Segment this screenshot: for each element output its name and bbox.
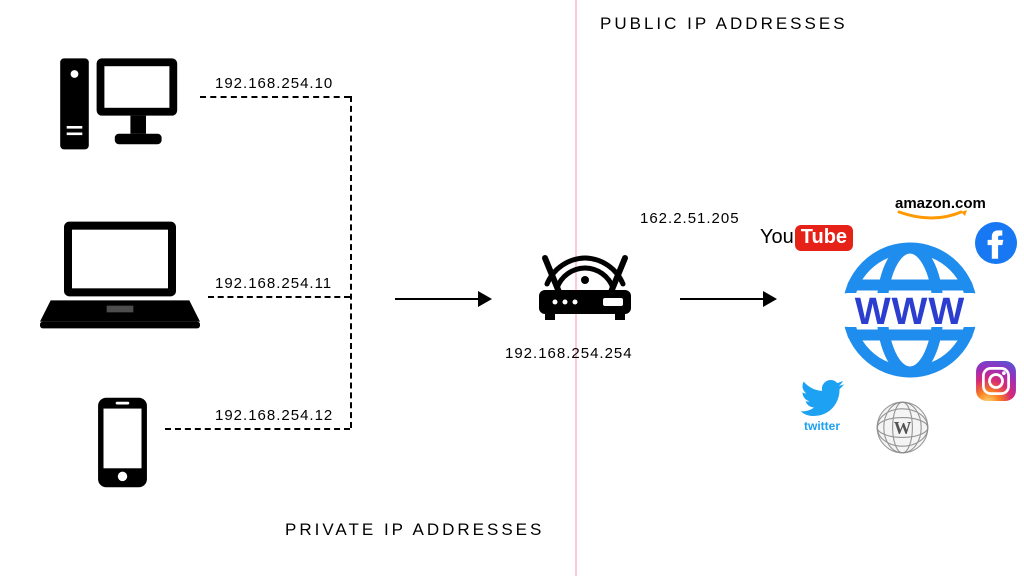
arrow-to-router [395, 298, 490, 300]
twitter-icon: twitter [800, 380, 844, 433]
laptop-icon [40, 215, 200, 335]
desktop-ip-label: 192.168.254.10 [215, 75, 333, 92]
router-wan-ip-label: 162.2.51.205 [640, 210, 740, 227]
amazon-icon: amazon.com [895, 195, 986, 222]
public-section-label: PUBLIC IP ADDRESSES [600, 14, 848, 34]
dash-desktop [200, 96, 350, 98]
www-text: WWW [855, 291, 966, 333]
router-lan-ip-label: 192.168.254.254 [505, 345, 633, 362]
phone-ip-label: 192.168.254.12 [215, 407, 333, 424]
desktop-icon [55, 48, 185, 178]
facebook-icon [975, 222, 1017, 264]
dash-phone [165, 428, 350, 430]
diagram-stage: PUBLIC IP ADDRESSES PRIVATE IP ADDRESSES… [0, 0, 1024, 576]
laptop-ip-label: 192.168.254.11 [215, 275, 332, 292]
youtube-icon: YouTube [760, 225, 853, 251]
wikipedia-icon: W [875, 400, 930, 455]
svg-text:W: W [894, 418, 912, 438]
router-icon [525, 230, 645, 330]
instagram-icon [975, 360, 1017, 402]
arrow-to-internet [680, 298, 775, 300]
phone-icon [95, 395, 150, 490]
dash-laptop [208, 296, 350, 298]
globe-www-icon: WWW [835, 235, 985, 385]
private-section-label: PRIVATE IP ADDRESSES [285, 520, 544, 540]
dash-trunk [350, 96, 352, 428]
